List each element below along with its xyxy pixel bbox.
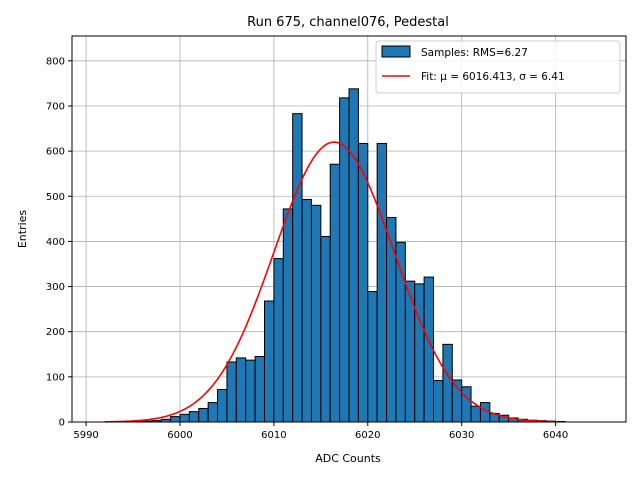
x-tick-label: 6020 <box>355 430 380 441</box>
y-tick-label: 100 <box>46 372 65 383</box>
legend-label-fit: Fit: μ = 6016.413, σ = 6.41 <box>421 71 565 83</box>
histogram-bar <box>179 413 190 423</box>
gaussian-fit-line <box>104 141 556 423</box>
legend-box <box>375 40 621 94</box>
x-tick-label: 6030 <box>449 430 474 441</box>
x-axis-label: ADC Counts <box>315 452 381 465</box>
x-tick-label: 6010 <box>261 430 286 441</box>
y-tick-label: 0 <box>59 418 65 429</box>
y-tick-label: 400 <box>46 237 65 248</box>
y-tick-label: 600 <box>46 147 65 158</box>
x-tick-label: 5990 <box>73 430 98 441</box>
y-tick-label: 800 <box>46 56 65 67</box>
histogram-bar <box>470 405 481 423</box>
histogram-bar <box>433 379 444 423</box>
histogram-bar <box>273 258 284 423</box>
histogram-bar <box>414 283 425 423</box>
histogram-bars <box>123 88 566 423</box>
histogram-bar <box>263 300 275 423</box>
histogram-bar <box>198 407 209 423</box>
histogram-bar <box>282 208 294 423</box>
histogram-bar <box>357 142 369 423</box>
plot-frame <box>71 35 627 423</box>
y-axis-ticks: 0 100 200 300 400 500 600 700 800 <box>46 56 72 429</box>
histogram-bar <box>442 343 453 423</box>
histogram-bar <box>217 388 228 423</box>
histogram-bar <box>245 359 256 423</box>
histogram-bar <box>376 142 388 423</box>
legend: Samples: RMS=6.27 Fit: μ = 6016.413, σ =… <box>375 40 621 94</box>
histogram-bar <box>310 204 322 423</box>
histogram-bar <box>170 416 181 423</box>
y-tick-label: 700 <box>46 101 65 112</box>
histogram-bar <box>207 402 219 423</box>
histogram-bar <box>461 386 472 423</box>
y-tick-label: 300 <box>46 282 65 293</box>
histogram-bar <box>226 361 237 423</box>
histogram-bar <box>235 357 247 423</box>
legend-label-samples: Samples: RMS=6.27 <box>421 47 528 59</box>
histogram-bar <box>367 291 378 423</box>
x-axis-ticks: 5990 6000 6010 6020 6030 6040 <box>73 422 568 441</box>
histogram-bar <box>320 235 331 423</box>
y-tick-label: 200 <box>46 327 65 338</box>
histogram-bar <box>348 88 359 423</box>
y-tick-label: 500 <box>46 192 65 203</box>
chart-title: Run 675, channel076, Pedestal <box>247 15 449 30</box>
x-tick-label: 6040 <box>543 430 568 441</box>
histogram-bar <box>254 356 265 423</box>
histogram-bar <box>292 113 303 423</box>
histogram-bar <box>386 216 397 423</box>
histogram-bar <box>423 276 435 423</box>
histogram-bar <box>188 411 200 423</box>
x-tick-label: 6000 <box>167 430 192 441</box>
y-axis-label: Entries <box>16 210 29 249</box>
histogram-bar <box>301 198 312 423</box>
legend-swatch-samples <box>381 45 411 58</box>
histogram-bar <box>329 163 341 423</box>
